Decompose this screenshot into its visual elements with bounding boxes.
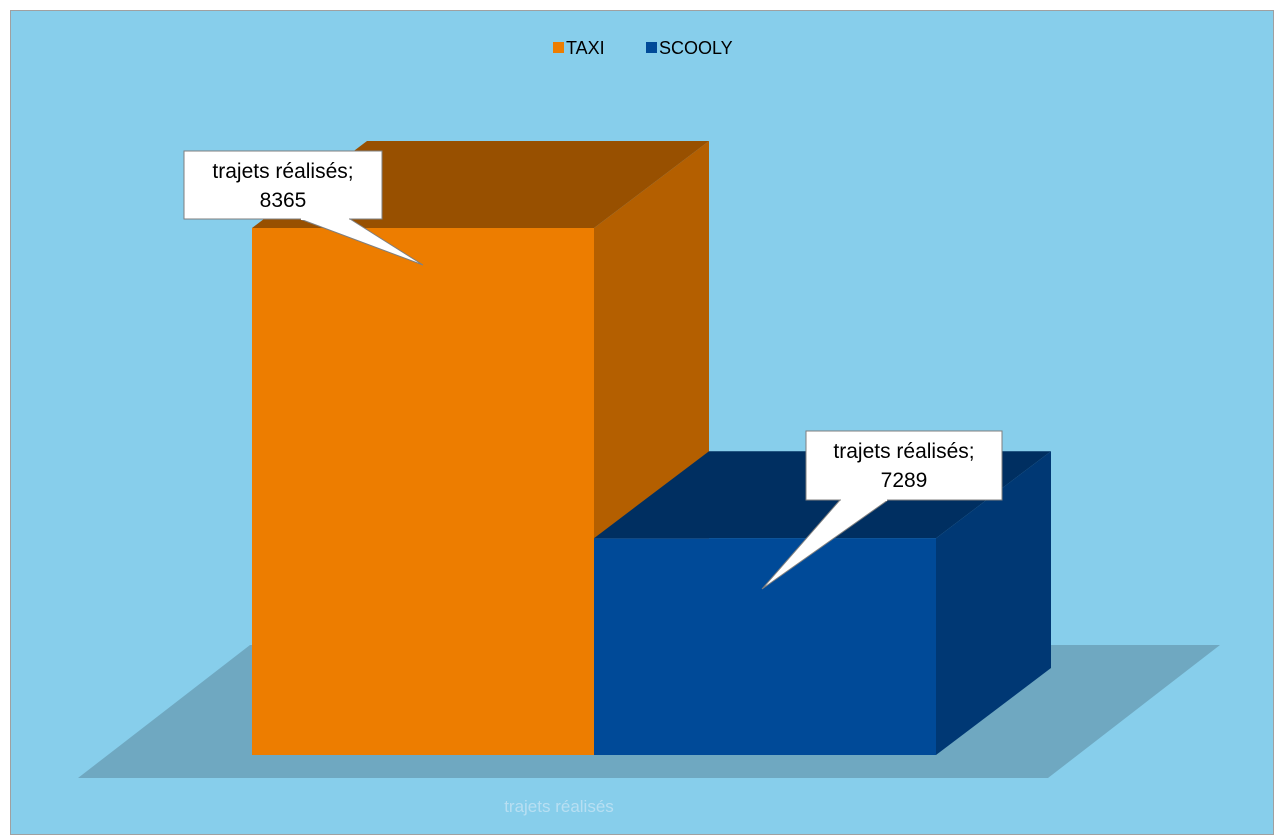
legend-swatch-taxi bbox=[553, 42, 564, 53]
bar-taxi bbox=[252, 141, 709, 755]
legend-label-scooly: SCOOLY bbox=[659, 38, 733, 58]
legend-label-taxi: TAXI bbox=[566, 38, 605, 58]
data-labels: trajets réalisés; 8365 trajets réalisés; 72… bbox=[183, 150, 1003, 590]
legend-swatch-scooly bbox=[646, 42, 657, 53]
data-label-value: 7289 bbox=[881, 469, 928, 492]
data-label-box bbox=[805, 430, 1003, 501]
bar-side-scooly bbox=[936, 451, 1051, 755]
data-label-callout: trajets réalisés; 7289 bbox=[761, 430, 1003, 590]
data-label-value: 8365 bbox=[260, 189, 307, 212]
x-axis-category-label: trajets réalisés bbox=[504, 797, 614, 816]
data-label-category: trajets réalisés; bbox=[212, 160, 353, 183]
data-label-category: trajets réalisés; bbox=[833, 440, 974, 463]
legend: TAXI SCOOLY bbox=[553, 38, 733, 58]
data-label-box bbox=[183, 150, 383, 220]
bars bbox=[252, 141, 1051, 755]
bar-front-scooly bbox=[594, 538, 936, 755]
bar-front-taxi bbox=[252, 228, 594, 755]
data-label-callout: trajets réalisés; 8365 bbox=[183, 150, 424, 266]
